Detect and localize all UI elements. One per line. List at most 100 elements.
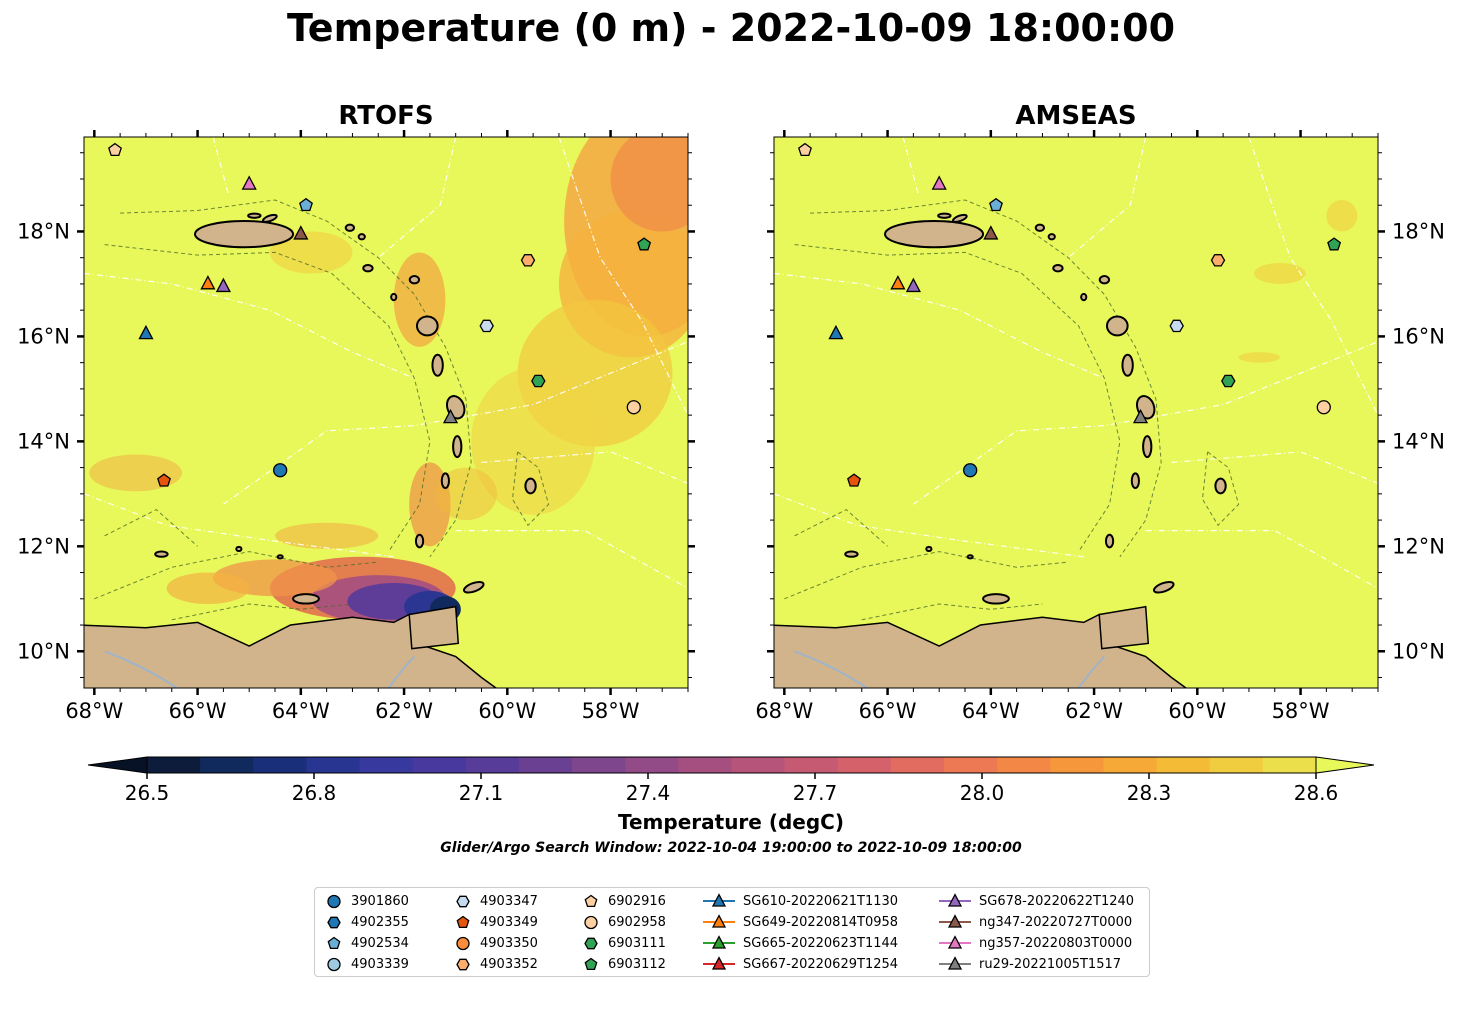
legend-label: SG649-20220814T0958 [743,914,899,930]
x-tick-label: 60°W [1168,699,1226,723]
legend-label: 4903339 [351,956,409,972]
x-tick-label: 64°W [272,699,330,723]
legend-marker [584,915,598,930]
x-tick-label: 64°W [962,699,1020,723]
bathymetry-contour [1201,451,1240,527]
river [1077,655,1106,688]
island [1047,233,1056,241]
island [1098,275,1111,285]
marker-4903352 [520,254,536,267]
guadeloupe [1105,315,1129,337]
bathymetry-contour [794,509,888,547]
legend-marker [947,914,963,928]
legend-marker-icon [584,915,598,930]
legend-item: 4903349 [454,914,538,930]
legend-marker-icon [703,893,735,907]
legend-item: ng357-20220803T0000 [939,935,1132,951]
x-tick-label: 62°W [1065,699,1123,723]
warm-water-patch [269,231,353,274]
st-vincent [440,472,450,490]
legend-marker-icon [456,958,470,971]
warm-water-patch [435,467,497,521]
legend-marker-icon [327,936,341,950]
legend-marker [456,915,470,929]
ocean-temperature-field [774,137,1378,688]
map-figure: 68°W 66°W 64°W 62°W 60°W 58°W 18°N 16°N 14°N 12°N… [17,130,1445,800]
legend-item: SG610-20220621T1130 [703,893,898,909]
eez-boundary [902,137,920,195]
warm-water-patch [1238,352,1280,363]
grenada [414,533,425,549]
marker-6902916 [108,142,122,157]
marker-4903352 [1210,254,1226,267]
marker-ng347-20220727T0000 [293,225,309,240]
colorbar-segment [1156,757,1211,773]
legend-item: SG649-20220814T0958 [703,914,898,930]
colorbar-tick-label: 26.8 [292,781,337,800]
legend-label: 6903112 [608,956,666,972]
colorbar-segment [1103,757,1158,773]
legend-marker [327,936,341,950]
colorbar-segment [944,757,998,773]
legend-item: 6903111 [582,935,666,951]
eez-boundary [1145,530,1378,589]
legend-marker [327,957,341,972]
margarita [982,593,1010,605]
legend-label: SG678-20220622T1240 [979,893,1135,909]
eez-boundary [774,272,1105,379]
eez-boundary [913,341,1378,505]
colorbar-tick-label: 28.0 [960,781,1005,800]
legend-marker-icon [327,916,341,929]
colorbar-tick-label: 28.3 [1127,781,1172,800]
legend-item: 4903347 [454,893,538,909]
legend-marker-icon [456,895,470,908]
barbados [1214,477,1227,495]
warm-water-patch [610,137,688,232]
island [235,545,243,553]
marker-ru29-20221005T1517 [442,408,459,424]
bathymetry-contour [784,551,1069,600]
colorbar-segment [784,757,839,773]
colorbar-segment [997,757,1051,773]
y-tick-label: 10°N [17,639,70,663]
colorbar: 26.5 26.8 27.1 27.4 27.7 28.0 28.3 28.6 [87,756,1375,800]
island [1080,292,1088,302]
legend-marker-icon [703,935,735,949]
island [276,554,284,560]
main-title: Temperature (0 m) - 2022-10-09 18:00:00 [286,6,1176,50]
legend-label: 4902355 [351,914,409,930]
colorbar-segment [837,757,892,773]
colorbar-segment [465,757,520,773]
colorbar-segment [200,757,254,773]
bathymetry-contour [104,509,198,547]
marker-4903347 [479,319,494,333]
island [357,233,366,241]
puerto-rico [193,219,295,249]
x-tick-label: 68°W [65,699,123,723]
legend-marker-icon [584,894,598,908]
river [794,650,868,688]
legend-item: 6903112 [582,956,666,972]
st-vincent [1130,472,1140,490]
island [344,223,355,232]
legend-item: 6902916 [582,893,666,909]
colorbar-label: Temperature (degC) [618,810,844,834]
marker-ng347-20220727T0000 [983,225,999,240]
legend: 3901860 4902355 4902534 4903339 4903347 49033… [314,887,1150,977]
marker-ng357-20220803T0000 [241,175,257,190]
island [261,213,278,223]
legend-marker-icon [939,914,971,928]
x-tick-label: 66°W [859,699,917,723]
legend-marker-icon [939,956,971,970]
guadeloupe [415,315,439,337]
map-frame [83,136,689,689]
marker-SG678-20220622T1240 [905,277,921,293]
legend-marker-icon [584,957,598,971]
legend-label: ru29-20221005T1517 [979,956,1122,972]
colorbar-segment [1050,757,1104,773]
y-tick-label: 10°N [1392,639,1445,663]
grenada [1104,533,1115,549]
colorbar-tick-label: 28.6 [1294,781,1339,800]
marker-6902958 [1316,400,1331,415]
marker-3901860 [963,463,978,478]
